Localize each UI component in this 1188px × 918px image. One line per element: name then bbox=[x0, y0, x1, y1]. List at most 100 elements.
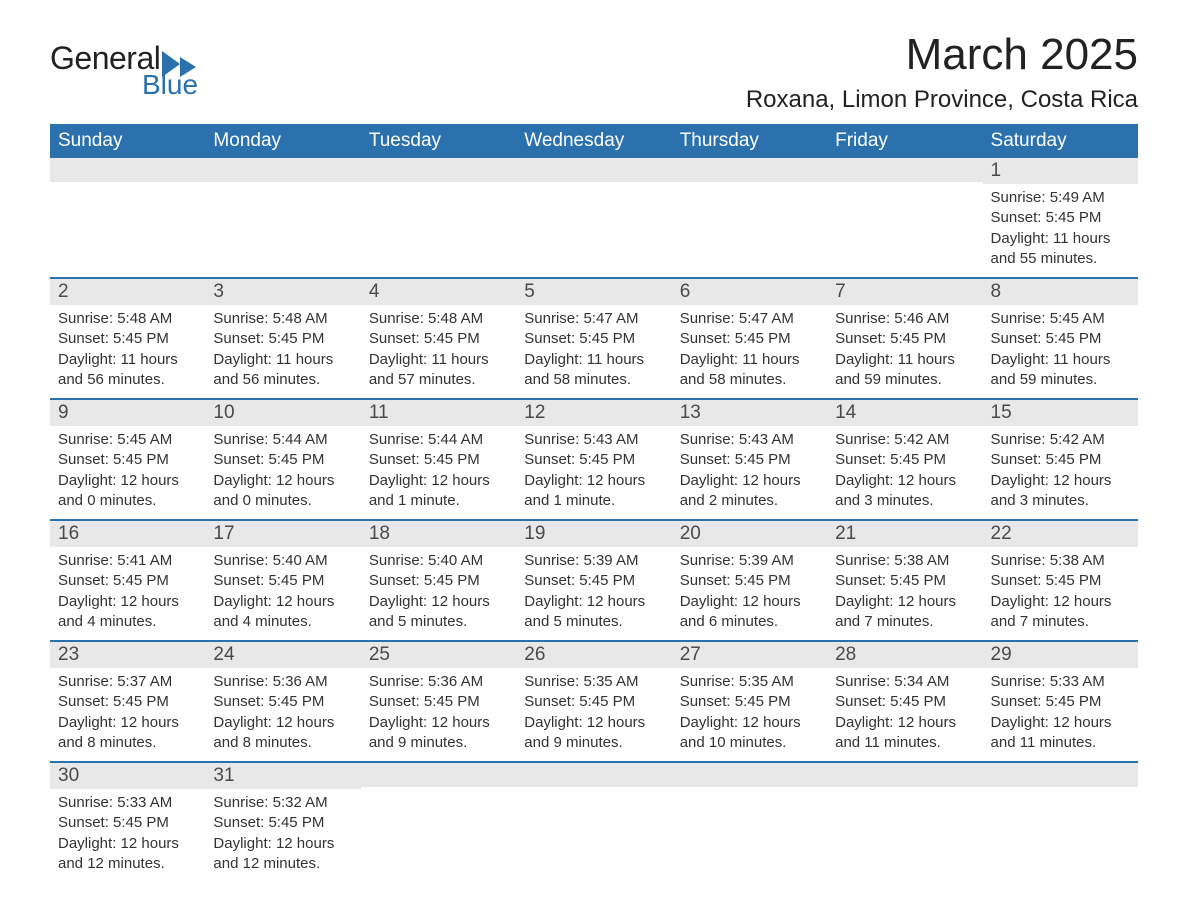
calendar-cell: 27Sunrise: 5:35 AMSunset: 5:45 PMDayligh… bbox=[672, 641, 827, 762]
daylight-text: Daylight: 11 hours and 57 minutes. bbox=[369, 350, 508, 391]
sunrise-text: Sunrise: 5:43 AM bbox=[524, 430, 663, 450]
calendar-cell: 4Sunrise: 5:48 AMSunset: 5:45 PMDaylight… bbox=[361, 278, 516, 399]
day-number: 14 bbox=[827, 400, 982, 426]
calendar-cell bbox=[361, 158, 516, 278]
calendar-week-row: 16Sunrise: 5:41 AMSunset: 5:45 PMDayligh… bbox=[50, 520, 1138, 641]
day-body: Sunrise: 5:39 AMSunset: 5:45 PMDaylight:… bbox=[672, 547, 827, 640]
calendar-cell: 23Sunrise: 5:37 AMSunset: 5:45 PMDayligh… bbox=[50, 641, 205, 762]
day-body: Sunrise: 5:40 AMSunset: 5:45 PMDaylight:… bbox=[361, 547, 516, 640]
calendar-cell bbox=[205, 158, 360, 278]
calendar-cell: 9Sunrise: 5:45 AMSunset: 5:45 PMDaylight… bbox=[50, 399, 205, 520]
logo-text-blue: Blue bbox=[142, 69, 198, 101]
calendar-cell: 5Sunrise: 5:47 AMSunset: 5:45 PMDaylight… bbox=[516, 278, 671, 399]
day-body: Sunrise: 5:36 AMSunset: 5:45 PMDaylight:… bbox=[361, 668, 516, 761]
sunrise-text: Sunrise: 5:38 AM bbox=[835, 551, 974, 571]
day-body: Sunrise: 5:37 AMSunset: 5:45 PMDaylight:… bbox=[50, 668, 205, 761]
calendar-week-row: 2Sunrise: 5:48 AMSunset: 5:45 PMDaylight… bbox=[50, 278, 1138, 399]
daylight-text: Daylight: 12 hours and 3 minutes. bbox=[991, 471, 1130, 512]
day-body bbox=[827, 787, 982, 863]
daylight-text: Daylight: 12 hours and 4 minutes. bbox=[58, 592, 197, 633]
daylight-text: Daylight: 12 hours and 10 minutes. bbox=[680, 713, 819, 754]
day-body: Sunrise: 5:33 AMSunset: 5:45 PMDaylight:… bbox=[983, 668, 1138, 761]
sunset-text: Sunset: 5:45 PM bbox=[213, 692, 352, 712]
calendar-cell: 24Sunrise: 5:36 AMSunset: 5:45 PMDayligh… bbox=[205, 641, 360, 762]
sunset-text: Sunset: 5:45 PM bbox=[58, 692, 197, 712]
day-body: Sunrise: 5:36 AMSunset: 5:45 PMDaylight:… bbox=[205, 668, 360, 761]
sunset-text: Sunset: 5:45 PM bbox=[369, 692, 508, 712]
sunrise-text: Sunrise: 5:37 AM bbox=[58, 672, 197, 692]
calendar-cell: 12Sunrise: 5:43 AMSunset: 5:45 PMDayligh… bbox=[516, 399, 671, 520]
calendar-cell: 20Sunrise: 5:39 AMSunset: 5:45 PMDayligh… bbox=[672, 520, 827, 641]
daylight-text: Daylight: 12 hours and 9 minutes. bbox=[524, 713, 663, 754]
calendar-cell bbox=[516, 158, 671, 278]
calendar-cell bbox=[516, 762, 671, 882]
day-body bbox=[205, 182, 360, 258]
day-number: 5 bbox=[516, 279, 671, 305]
weekday-header: Sunday bbox=[50, 124, 205, 158]
day-body: Sunrise: 5:48 AMSunset: 5:45 PMDaylight:… bbox=[50, 305, 205, 398]
daylight-text: Daylight: 12 hours and 12 minutes. bbox=[58, 834, 197, 875]
day-number: 30 bbox=[50, 763, 205, 789]
daylight-text: Daylight: 12 hours and 12 minutes. bbox=[213, 834, 352, 875]
day-body: Sunrise: 5:33 AMSunset: 5:45 PMDaylight:… bbox=[50, 789, 205, 882]
day-number: 12 bbox=[516, 400, 671, 426]
day-number: 15 bbox=[983, 400, 1138, 426]
sunset-text: Sunset: 5:45 PM bbox=[835, 450, 974, 470]
sunrise-text: Sunrise: 5:46 AM bbox=[835, 309, 974, 329]
day-number: 28 bbox=[827, 642, 982, 668]
calendar-cell: 14Sunrise: 5:42 AMSunset: 5:45 PMDayligh… bbox=[827, 399, 982, 520]
sunrise-text: Sunrise: 5:44 AM bbox=[213, 430, 352, 450]
sunrise-text: Sunrise: 5:48 AM bbox=[213, 309, 352, 329]
day-number: 18 bbox=[361, 521, 516, 547]
sunset-text: Sunset: 5:45 PM bbox=[213, 813, 352, 833]
day-number bbox=[672, 763, 827, 787]
sunset-text: Sunset: 5:45 PM bbox=[369, 450, 508, 470]
sunset-text: Sunset: 5:45 PM bbox=[680, 571, 819, 591]
calendar-cell bbox=[672, 158, 827, 278]
day-body: Sunrise: 5:35 AMSunset: 5:45 PMDaylight:… bbox=[516, 668, 671, 761]
day-body: Sunrise: 5:45 AMSunset: 5:45 PMDaylight:… bbox=[50, 426, 205, 519]
calendar-cell bbox=[983, 762, 1138, 882]
daylight-text: Daylight: 11 hours and 58 minutes. bbox=[680, 350, 819, 391]
day-number: 22 bbox=[983, 521, 1138, 547]
day-body: Sunrise: 5:32 AMSunset: 5:45 PMDaylight:… bbox=[205, 789, 360, 882]
daylight-text: Daylight: 12 hours and 1 minute. bbox=[524, 471, 663, 512]
calendar-cell: 21Sunrise: 5:38 AMSunset: 5:45 PMDayligh… bbox=[827, 520, 982, 641]
sunrise-text: Sunrise: 5:33 AM bbox=[58, 793, 197, 813]
day-body: Sunrise: 5:44 AMSunset: 5:45 PMDaylight:… bbox=[361, 426, 516, 519]
month-title: March 2025 bbox=[746, 30, 1138, 80]
daylight-text: Daylight: 12 hours and 7 minutes. bbox=[991, 592, 1130, 633]
day-body: Sunrise: 5:44 AMSunset: 5:45 PMDaylight:… bbox=[205, 426, 360, 519]
sunrise-text: Sunrise: 5:44 AM bbox=[369, 430, 508, 450]
sunrise-text: Sunrise: 5:43 AM bbox=[680, 430, 819, 450]
sunset-text: Sunset: 5:45 PM bbox=[58, 450, 197, 470]
sunrise-text: Sunrise: 5:45 AM bbox=[58, 430, 197, 450]
daylight-text: Daylight: 12 hours and 9 minutes. bbox=[369, 713, 508, 754]
calendar-cell: 1Sunrise: 5:49 AMSunset: 5:45 PMDaylight… bbox=[983, 158, 1138, 278]
sunrise-text: Sunrise: 5:42 AM bbox=[835, 430, 974, 450]
day-number bbox=[516, 763, 671, 787]
sunset-text: Sunset: 5:45 PM bbox=[991, 450, 1130, 470]
sunrise-text: Sunrise: 5:39 AM bbox=[524, 551, 663, 571]
location-subtitle: Roxana, Limon Province, Costa Rica bbox=[746, 86, 1138, 114]
weekday-header: Saturday bbox=[983, 124, 1138, 158]
calendar-cell: 7Sunrise: 5:46 AMSunset: 5:45 PMDaylight… bbox=[827, 278, 982, 399]
calendar-cell: 28Sunrise: 5:34 AMSunset: 5:45 PMDayligh… bbox=[827, 641, 982, 762]
sunrise-text: Sunrise: 5:49 AM bbox=[991, 188, 1130, 208]
sunset-text: Sunset: 5:45 PM bbox=[680, 329, 819, 349]
daylight-text: Daylight: 11 hours and 55 minutes. bbox=[991, 229, 1130, 270]
calendar-cell: 25Sunrise: 5:36 AMSunset: 5:45 PMDayligh… bbox=[361, 641, 516, 762]
daylight-text: Daylight: 12 hours and 2 minutes. bbox=[680, 471, 819, 512]
day-body: Sunrise: 5:45 AMSunset: 5:45 PMDaylight:… bbox=[983, 305, 1138, 398]
weekday-header: Tuesday bbox=[361, 124, 516, 158]
day-number: 25 bbox=[361, 642, 516, 668]
day-number: 4 bbox=[361, 279, 516, 305]
day-body: Sunrise: 5:48 AMSunset: 5:45 PMDaylight:… bbox=[361, 305, 516, 398]
daylight-text: Daylight: 12 hours and 7 minutes. bbox=[835, 592, 974, 633]
calendar-cell bbox=[50, 158, 205, 278]
sunrise-text: Sunrise: 5:47 AM bbox=[680, 309, 819, 329]
sunrise-text: Sunrise: 5:34 AM bbox=[835, 672, 974, 692]
sunrise-text: Sunrise: 5:35 AM bbox=[680, 672, 819, 692]
sunset-text: Sunset: 5:45 PM bbox=[991, 692, 1130, 712]
calendar-cell bbox=[361, 762, 516, 882]
